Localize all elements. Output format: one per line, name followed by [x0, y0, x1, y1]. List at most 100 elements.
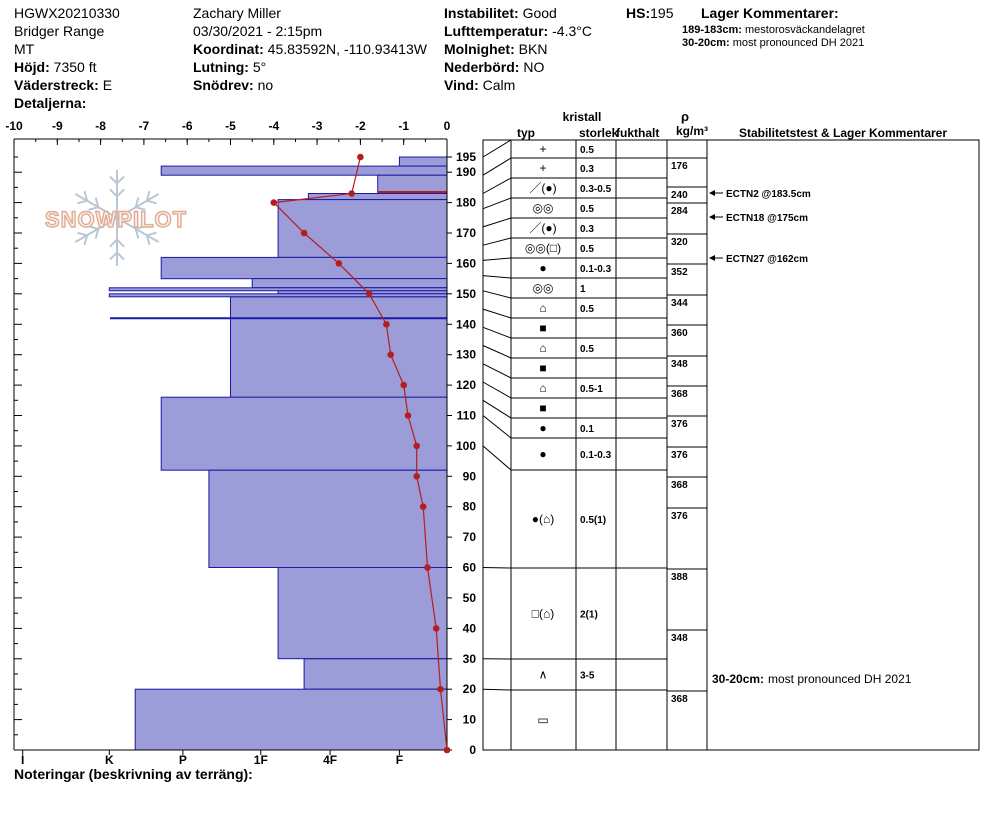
snowflake-branch: [109, 175, 118, 185]
crystal-type: +: [539, 142, 546, 156]
height-tick-label: 120: [456, 378, 476, 392]
drift-value: no: [257, 77, 274, 93]
col-stability-header: Stabilitetstest & Lager Kommentarer: [739, 126, 947, 140]
layer-comments-title: Lager Kommentarer:: [701, 5, 839, 21]
temp-point: [383, 321, 390, 328]
snowflake-branch: [135, 206, 146, 211]
temp-point: [424, 564, 431, 571]
sky-label: Molnighet:: [444, 41, 515, 57]
temp-tick-label: -4: [268, 119, 279, 133]
height-tick-label: 50: [463, 591, 477, 605]
temp-point: [419, 503, 427, 511]
temp-tick-label: -6: [182, 119, 193, 133]
elevation-value: 7350 ft: [53, 59, 97, 75]
crystal-size: 1: [580, 284, 586, 295]
crystal-type: ■: [539, 321, 546, 335]
density-value: 388: [671, 572, 688, 583]
crystal-size: 0.1-0.3: [580, 450, 612, 461]
layer-connector: [482, 363, 512, 379]
hardness-bar: [251, 278, 448, 289]
observer: Zachary Miller: [193, 5, 281, 21]
crystal-type: ●: [539, 261, 546, 275]
temp-point: [400, 381, 408, 389]
height-tick-label: 195: [456, 150, 476, 164]
height-tick-label: 30: [463, 652, 477, 666]
wind-value: Calm: [482, 77, 516, 93]
temp-point: [437, 685, 444, 693]
crystal-size: 0.5(1): [580, 515, 606, 526]
layer-connector: [482, 326, 512, 339]
airtemp-row: Lufttemperatur: -4.3°C: [444, 22, 592, 40]
height-tick-label: 160: [456, 256, 476, 270]
snowflake-branch: [109, 188, 118, 198]
column-comment-range: 30-20cm:: [712, 672, 764, 686]
crystal-type: ●: [539, 447, 546, 461]
crystal-size: 3-5: [580, 671, 595, 682]
density-value: 348: [671, 633, 688, 644]
table-border: [482, 139, 980, 751]
layer-connector: [482, 197, 512, 210]
hardness-bar: [277, 567, 448, 660]
stability-arrow-head: [709, 214, 715, 220]
density-value: 376: [671, 450, 688, 461]
temp-tick-label: 0: [444, 119, 451, 133]
left-axes: -10 -9 -8 -7 -6 -5 -4 -3 -2 -1 0010203040506070809…: [5, 119, 476, 767]
coords-value: 45.83592N, -110.93413W: [267, 41, 427, 57]
hardness-tick-label: 1F: [254, 753, 268, 767]
snowflake-branch: [116, 251, 125, 261]
layer-connector: [482, 237, 512, 246]
snowflake-branch: [83, 235, 89, 246]
slope-label: Lutning:: [193, 59, 249, 75]
crystal-size: 0.1: [580, 424, 594, 435]
stability-test-label: ECTN27 @162cm: [726, 254, 808, 265]
snowflake-branch: [134, 197, 140, 208]
temp-point: [432, 625, 440, 632]
col-moisture-header: fukthalt: [616, 126, 659, 140]
snowflake-branch: [83, 190, 89, 201]
col-type-header: typ: [517, 126, 535, 140]
hardness-bars: [108, 156, 448, 751]
layer-comments-list: 189-183cm: mestorosväckandelagret 30-20c…: [682, 24, 865, 50]
height-tick-label: 70: [463, 530, 477, 544]
crystal-type: ■: [539, 401, 546, 415]
crystal-type: ⌂: [539, 301, 546, 315]
snowflake-branch: [77, 231, 88, 237]
hs-value: 195: [650, 5, 674, 21]
stability-value: Good: [522, 5, 557, 21]
stability-test-label: ECTN2 @183.5cm: [726, 189, 811, 200]
crystal-size: 0.1-0.3: [580, 264, 612, 275]
col-rho-unit: kg/m³: [676, 124, 708, 138]
layer-connector: [482, 688, 512, 691]
height-tick-label: 0: [469, 743, 476, 757]
hardness-bar: [277, 199, 448, 258]
temperature-profile: [270, 153, 451, 754]
wind-label: Vind:: [444, 77, 479, 93]
hardness-tick-label: F: [396, 753, 403, 767]
density-value: 376: [671, 511, 688, 522]
temp-point: [270, 199, 278, 206]
snowflake-arm: [116, 193, 160, 219]
temp-point: [365, 290, 373, 298]
snowflake-arm: [116, 217, 160, 243]
snowflake-branch: [146, 199, 157, 205]
snowflake-branch: [146, 231, 157, 237]
hardness-bar: [377, 174, 448, 194]
layer-connector: [482, 217, 512, 228]
layer-comment-text: mestorosväckandelagret: [745, 24, 865, 36]
layer-connector: [482, 399, 512, 419]
density-value: 352: [671, 267, 688, 278]
layer-comment: 189-183cm: mestorosväckandelagret: [682, 24, 865, 37]
temp-point: [300, 229, 308, 237]
column-comment-text: most pronounced DH 2021: [768, 672, 912, 686]
sky-row: Molnighet: BKN: [444, 40, 592, 58]
density-value: 368: [671, 694, 688, 705]
temp-tick-label: -5: [225, 119, 236, 133]
precip-label: Nederbörd:: [444, 59, 520, 75]
snowflake-branch: [88, 206, 99, 211]
airtemp-value: -4.3°C: [552, 23, 592, 39]
crystal-type: ⌂: [539, 381, 546, 395]
hs-label: HS:: [626, 5, 651, 21]
range-name: Bridger Range: [14, 23, 105, 39]
density-value: 284: [671, 206, 688, 217]
